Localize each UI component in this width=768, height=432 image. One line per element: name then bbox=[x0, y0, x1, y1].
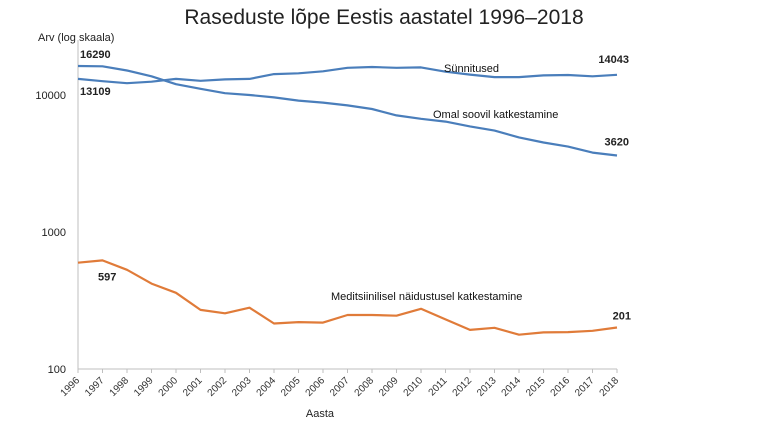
series-label: Sünnitused bbox=[444, 63, 499, 75]
x-tick-label: 2005 bbox=[279, 375, 303, 399]
x-tick-label: 2000 bbox=[157, 375, 181, 399]
x-tick-label: 2018 bbox=[598, 375, 622, 399]
series-label: Omal soovil katkestamine bbox=[433, 109, 558, 121]
data-label: 201 bbox=[613, 310, 631, 322]
x-tick-label: 2011 bbox=[427, 375, 450, 398]
x-tick-label: 2007 bbox=[328, 375, 352, 399]
x-tick-label: 2013 bbox=[475, 375, 499, 399]
data-label: 16290 bbox=[80, 49, 111, 61]
x-tick-label: 2001 bbox=[181, 375, 205, 399]
series-label: Meditsiinilisel näidustusel katkestamine bbox=[331, 291, 522, 303]
x-tick-label: 1996 bbox=[59, 375, 83, 399]
data-label: 597 bbox=[98, 272, 116, 284]
x-tick-label: 2014 bbox=[500, 375, 524, 399]
x-tick-label: 2017 bbox=[573, 375, 597, 399]
y-tick-label: 1000 bbox=[42, 227, 66, 239]
x-tick-label: 2010 bbox=[402, 375, 426, 399]
data-label: 3620 bbox=[605, 136, 629, 148]
x-axis-label: Aasta bbox=[305, 408, 335, 420]
x-tick-label: 2009 bbox=[377, 375, 401, 399]
x-tick-label: 2003 bbox=[230, 375, 254, 399]
y-axis-label: Arv (log skaala) bbox=[38, 32, 115, 44]
series-line-0 bbox=[77, 65, 618, 85]
x-tick-label: 1997 bbox=[83, 375, 107, 399]
x-tick-label: 1999 bbox=[132, 375, 156, 399]
data-label: 14043 bbox=[598, 54, 629, 66]
series-line-2 bbox=[77, 259, 618, 336]
x-tick-label: 2006 bbox=[304, 375, 328, 399]
data-label: 13109 bbox=[80, 86, 111, 98]
chart-title: Raseduste lõpe Eestis aastatel 1996–2018 bbox=[184, 6, 584, 29]
x-tick-label: 2015 bbox=[524, 375, 548, 399]
x-tick-label: 2012 bbox=[451, 375, 475, 399]
x-tick-label: 1998 bbox=[108, 375, 132, 399]
x-tick-label: 2016 bbox=[549, 375, 573, 399]
x-tick-label: 2004 bbox=[255, 375, 279, 399]
x-tick-label: 2002 bbox=[206, 375, 230, 399]
y-tick-label: 100 bbox=[48, 364, 66, 376]
y-tick-label: 10000 bbox=[35, 90, 66, 102]
series-line-1 bbox=[77, 64, 618, 157]
x-tick-label: 2008 bbox=[353, 375, 377, 399]
